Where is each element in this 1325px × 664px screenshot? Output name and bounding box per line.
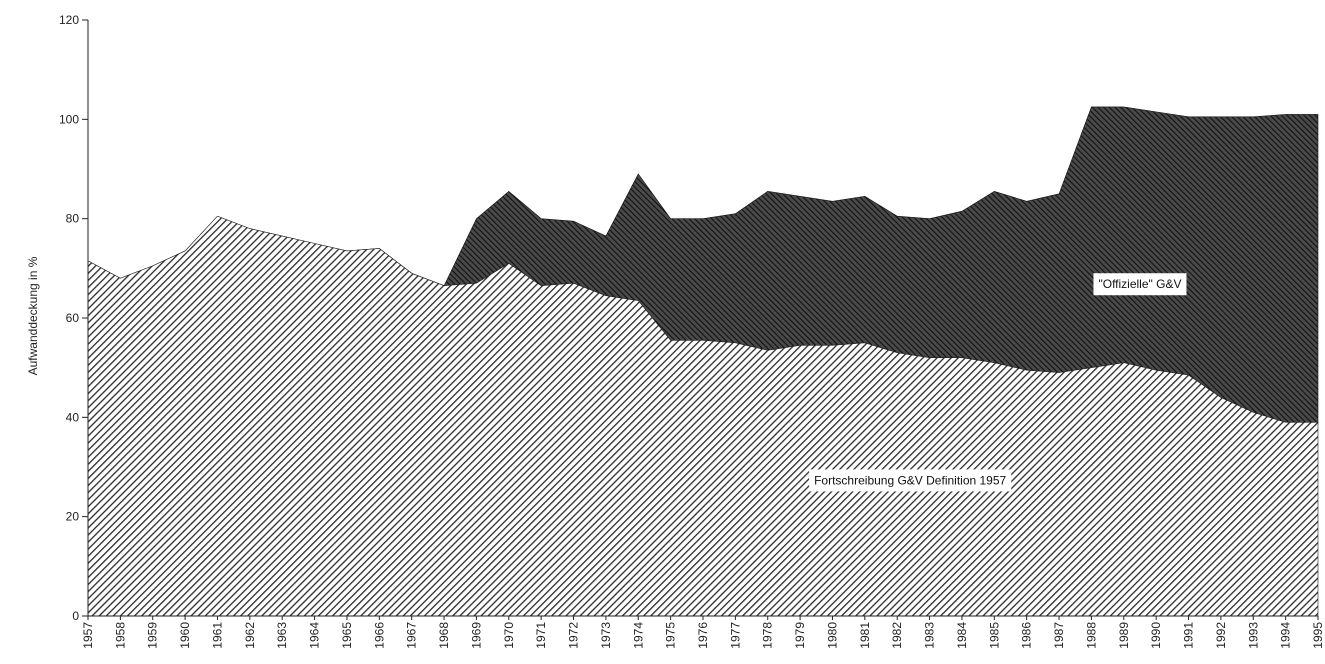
x-tick-label-1970: 1970 xyxy=(502,622,516,649)
y-axis-title: Aufwanddeckung in % xyxy=(26,256,40,375)
x-tick-label-1975: 1975 xyxy=(664,622,678,649)
y-tick-label-120: 120 xyxy=(59,13,79,27)
area-label-fortschreibung: Fortschreibung G&V Definition 1957 xyxy=(809,469,1012,492)
y-tick-label-40: 40 xyxy=(66,410,80,424)
x-tick-label-1966: 1966 xyxy=(372,622,386,649)
x-tick-label-1993: 1993 xyxy=(1246,622,1260,649)
y-tick-label-20: 20 xyxy=(66,510,80,524)
x-tick-label-1988: 1988 xyxy=(1084,622,1098,649)
y-tick-label-100: 100 xyxy=(59,112,79,126)
x-tick-label-1971: 1971 xyxy=(534,622,548,649)
y-axis: 0 20 40 60 80 100 120 xyxy=(59,13,89,623)
x-tick-label-1959: 1959 xyxy=(146,622,160,649)
y-tick-label-60: 60 xyxy=(66,311,80,325)
x-tick-label-1980: 1980 xyxy=(825,622,839,649)
x-tick-label-1967: 1967 xyxy=(405,622,419,649)
x-tick-label-1973: 1973 xyxy=(599,622,613,649)
area-label-offizielle: "Offizielle" G&V xyxy=(1093,273,1187,296)
x-tick-label-1961: 1961 xyxy=(210,622,224,649)
series-fortschreibung-area xyxy=(87,215,1319,617)
x-tick-label-1965: 1965 xyxy=(340,622,354,649)
x-tick-label-1963: 1963 xyxy=(275,622,289,649)
x-tick-label-1976: 1976 xyxy=(696,622,710,649)
y-tick-label-80: 80 xyxy=(66,212,80,226)
x-tick-label-1983: 1983 xyxy=(923,622,937,649)
x-tick-label-1984: 1984 xyxy=(955,622,969,649)
x-tick-label-1960: 1960 xyxy=(178,622,192,649)
y-tick-label-0: 0 xyxy=(72,609,79,623)
x-tick-label-1982: 1982 xyxy=(890,622,904,649)
x-tick-label-1991: 1991 xyxy=(1182,622,1196,649)
x-tick-label-1957: 1957 xyxy=(81,622,95,649)
x-tick-label-1958: 1958 xyxy=(113,622,127,649)
x-tick-label-1990: 1990 xyxy=(1149,622,1163,649)
x-tick-label-1992: 1992 xyxy=(1214,622,1228,649)
x-tick-label-1977: 1977 xyxy=(728,622,742,649)
area-label-text-fortschreibung: Fortschreibung G&V Definition 1957 xyxy=(814,473,1006,487)
x-tick-label-1974: 1974 xyxy=(631,622,645,649)
x-tick-label-1972: 1972 xyxy=(567,622,581,649)
area-label-text-offizielle: "Offizielle" G&V xyxy=(1098,277,1181,291)
x-tick-label-1968: 1968 xyxy=(437,622,451,649)
x-tick-label-1981: 1981 xyxy=(858,622,872,649)
area-labels: "Offizielle" G&V Fortschreibung G&V Defin… xyxy=(809,273,1187,492)
x-tick-label-1986: 1986 xyxy=(1020,622,1034,649)
x-tick-label-1989: 1989 xyxy=(1117,622,1131,649)
x-tick-label-1964: 1964 xyxy=(308,622,322,649)
area-label-box-fortschreibung xyxy=(809,469,1012,492)
x-tick-label-1978: 1978 xyxy=(761,622,775,649)
x-tick-label-1994: 1994 xyxy=(1279,622,1293,649)
x-tick-label-1995: 1995 xyxy=(1311,622,1325,649)
x-axis: 1957 1958 1959 1960 1961 1962 1963 1964 1965 1966… xyxy=(81,615,1325,649)
area-label-box-offizielle xyxy=(1093,273,1187,296)
x-tick-label-1985: 1985 xyxy=(987,622,1001,649)
x-tick-label-1979: 1979 xyxy=(793,622,807,649)
x-tick-label-1962: 1962 xyxy=(243,622,257,649)
x-tick-label-1987: 1987 xyxy=(1052,622,1066,649)
x-tick-label-1969: 1969 xyxy=(469,622,483,649)
plot-areas xyxy=(87,106,1319,617)
